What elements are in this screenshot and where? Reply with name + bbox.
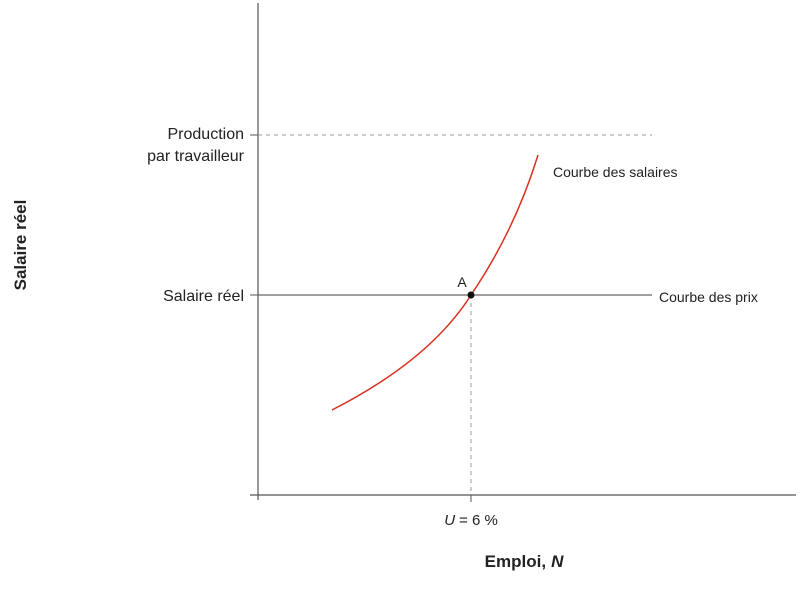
x-axis-text: Emploi, [485, 552, 546, 571]
point-label: A [457, 274, 467, 290]
curve-label: Courbe des salaires [553, 164, 678, 180]
point [467, 291, 475, 299]
wage-curve [331, 154, 539, 411]
x-axis-var: N [551, 552, 564, 571]
curve-label: Courbe des prix [659, 289, 758, 305]
y-tick-label: par travailleur [147, 148, 245, 165]
x-axis-label: Emploi, N [485, 552, 564, 571]
y-tick-label: Salaire réel [163, 288, 244, 305]
x-tick-label: U = 6 % [444, 512, 498, 529]
y-tick-label: Production [168, 126, 245, 143]
x-tick-text: = 6 % [459, 512, 498, 529]
y-axis-label: Salaire réel [11, 200, 30, 291]
x-tick-var: U [444, 512, 455, 529]
